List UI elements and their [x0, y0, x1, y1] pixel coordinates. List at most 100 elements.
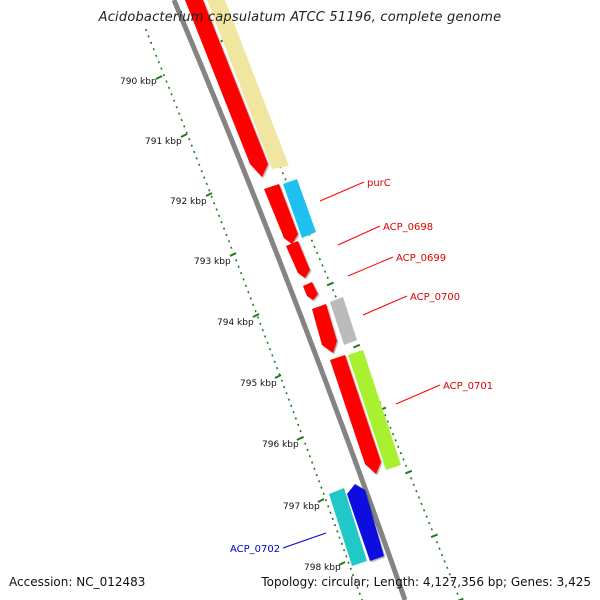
tick-mark [266, 341, 269, 345]
tick-795: 795 kbp [240, 374, 282, 389]
tick-mark [358, 592, 361, 595]
tick-mark [338, 536, 341, 539]
tick-mark [230, 246, 233, 249]
tick-mark [275, 366, 279, 370]
tick-mark [313, 245, 316, 249]
tick-793: 793 kbp [194, 252, 237, 267]
gene-label-purC[interactable]: purC [319, 178, 391, 202]
tick-mark [244, 284, 248, 288]
tick-mark [315, 473, 318, 477]
tick-mark [220, 220, 223, 224]
tick-mark [284, 178, 287, 181]
tick-mark [410, 477, 413, 480]
tick-label: 796 kbp [262, 440, 299, 450]
tick-mark [165, 80, 168, 83]
tick-mark [160, 67, 163, 70]
tick-mark [299, 429, 302, 433]
tick-mark [412, 483, 415, 487]
gene-label-text[interactable]: ACP_0701 [443, 381, 493, 392]
feature-cyan [283, 179, 316, 238]
cds-feature [185, 0, 268, 177]
tick-mark [326, 276, 329, 280]
tick-mark [280, 379, 283, 382]
gene-label-ACP_0698[interactable]: ACP_0698 [337, 222, 433, 246]
gene-labels: purC ACP_0698 ACP_0699 ACP_0700 ACP_0701… [230, 178, 493, 555]
tick-mark [287, 398, 290, 401]
tick-mark [252, 303, 255, 307]
tick-mark [256, 316, 260, 319]
tick-mark [304, 442, 307, 445]
tick-mark [273, 360, 276, 364]
tick-mark [198, 163, 201, 167]
tick-mark [235, 259, 238, 262]
cds-feature-ACP_0701 [330, 355, 381, 474]
tick-mark [322, 492, 325, 496]
gene-label-text[interactable]: ACP_0698 [383, 222, 433, 233]
tick-mark [242, 278, 245, 281]
tick-mark [347, 561, 350, 564]
tick-mark [313, 467, 316, 471]
tick-mark [213, 201, 216, 205]
gene-label-text[interactable]: ACP_0699 [396, 253, 446, 264]
tick-mark [435, 540, 439, 544]
tick-mark [254, 309, 257, 313]
gene-label-ACP_0699[interactable]: ACP_0699 [347, 253, 446, 277]
gene-label-text[interactable]: ACP_0700 [410, 292, 460, 303]
tick-794: 794 kbp [217, 313, 260, 328]
tick-mark [430, 533, 438, 539]
tick-mark [183, 125, 186, 128]
tick-mark [310, 239, 314, 242]
tick-mark [193, 150, 196, 154]
tick-mark [190, 144, 193, 147]
tick-label: 798 kbp [304, 563, 341, 573]
tick-mark [285, 392, 288, 395]
tick-mark [336, 530, 339, 533]
tick-mark [351, 573, 355, 577]
tick-label: 790 kbp [120, 77, 157, 87]
gene-label-ACP_0702[interactable]: ACP_0702 [230, 532, 327, 555]
gene-label-ACP_0701[interactable]: ACP_0701 [395, 381, 493, 405]
tick-mark [397, 445, 400, 449]
tick-mark [185, 131, 188, 135]
cds-feature-ACP_0702 [347, 484, 384, 561]
tick-mark [278, 373, 281, 376]
gene-label-text[interactable]: purC [367, 178, 391, 189]
feature-grey [330, 297, 357, 345]
tick-mark [200, 169, 203, 173]
cds-feature-ACP_0699 [303, 282, 318, 300]
tick-label: 797 kbp [283, 502, 320, 512]
tick-mark [457, 597, 464, 600]
tick-mark [342, 548, 346, 552]
tick-mark [178, 112, 181, 115]
tick-mark [356, 586, 359, 589]
tick-label: 792 kbp [170, 197, 207, 207]
tick-mark [311, 461, 314, 464]
tick-mark [292, 410, 295, 414]
tick-mark [215, 208, 218, 211]
tick-mark [210, 195, 213, 198]
tick-mark [448, 573, 451, 576]
tick-mark [420, 502, 423, 506]
tick-mark [318, 257, 321, 261]
tick-mark [417, 496, 421, 499]
tick-mark [227, 240, 231, 243]
tick-mark [188, 137, 191, 141]
tick-mark [324, 498, 328, 502]
tick-mark [261, 328, 264, 332]
feature-lime [348, 350, 401, 470]
tick-mark [391, 432, 395, 436]
tick-mark [173, 99, 176, 102]
inner-tick-ring [144, 28, 363, 600]
gene-label-text[interactable]: ACP_0702 [230, 544, 280, 555]
gene-label-ACP_0700[interactable]: ACP_0700 [362, 292, 460, 316]
tick-mark [402, 458, 405, 461]
tick-mark [422, 509, 426, 512]
tick-mark [294, 417, 297, 420]
tick-mark [203, 176, 206, 179]
tick-mark [326, 281, 334, 287]
genome-backbone [171, 0, 408, 600]
tick-mark [317, 480, 321, 483]
tick-mark [345, 555, 348, 558]
tick-mark [405, 469, 413, 475]
